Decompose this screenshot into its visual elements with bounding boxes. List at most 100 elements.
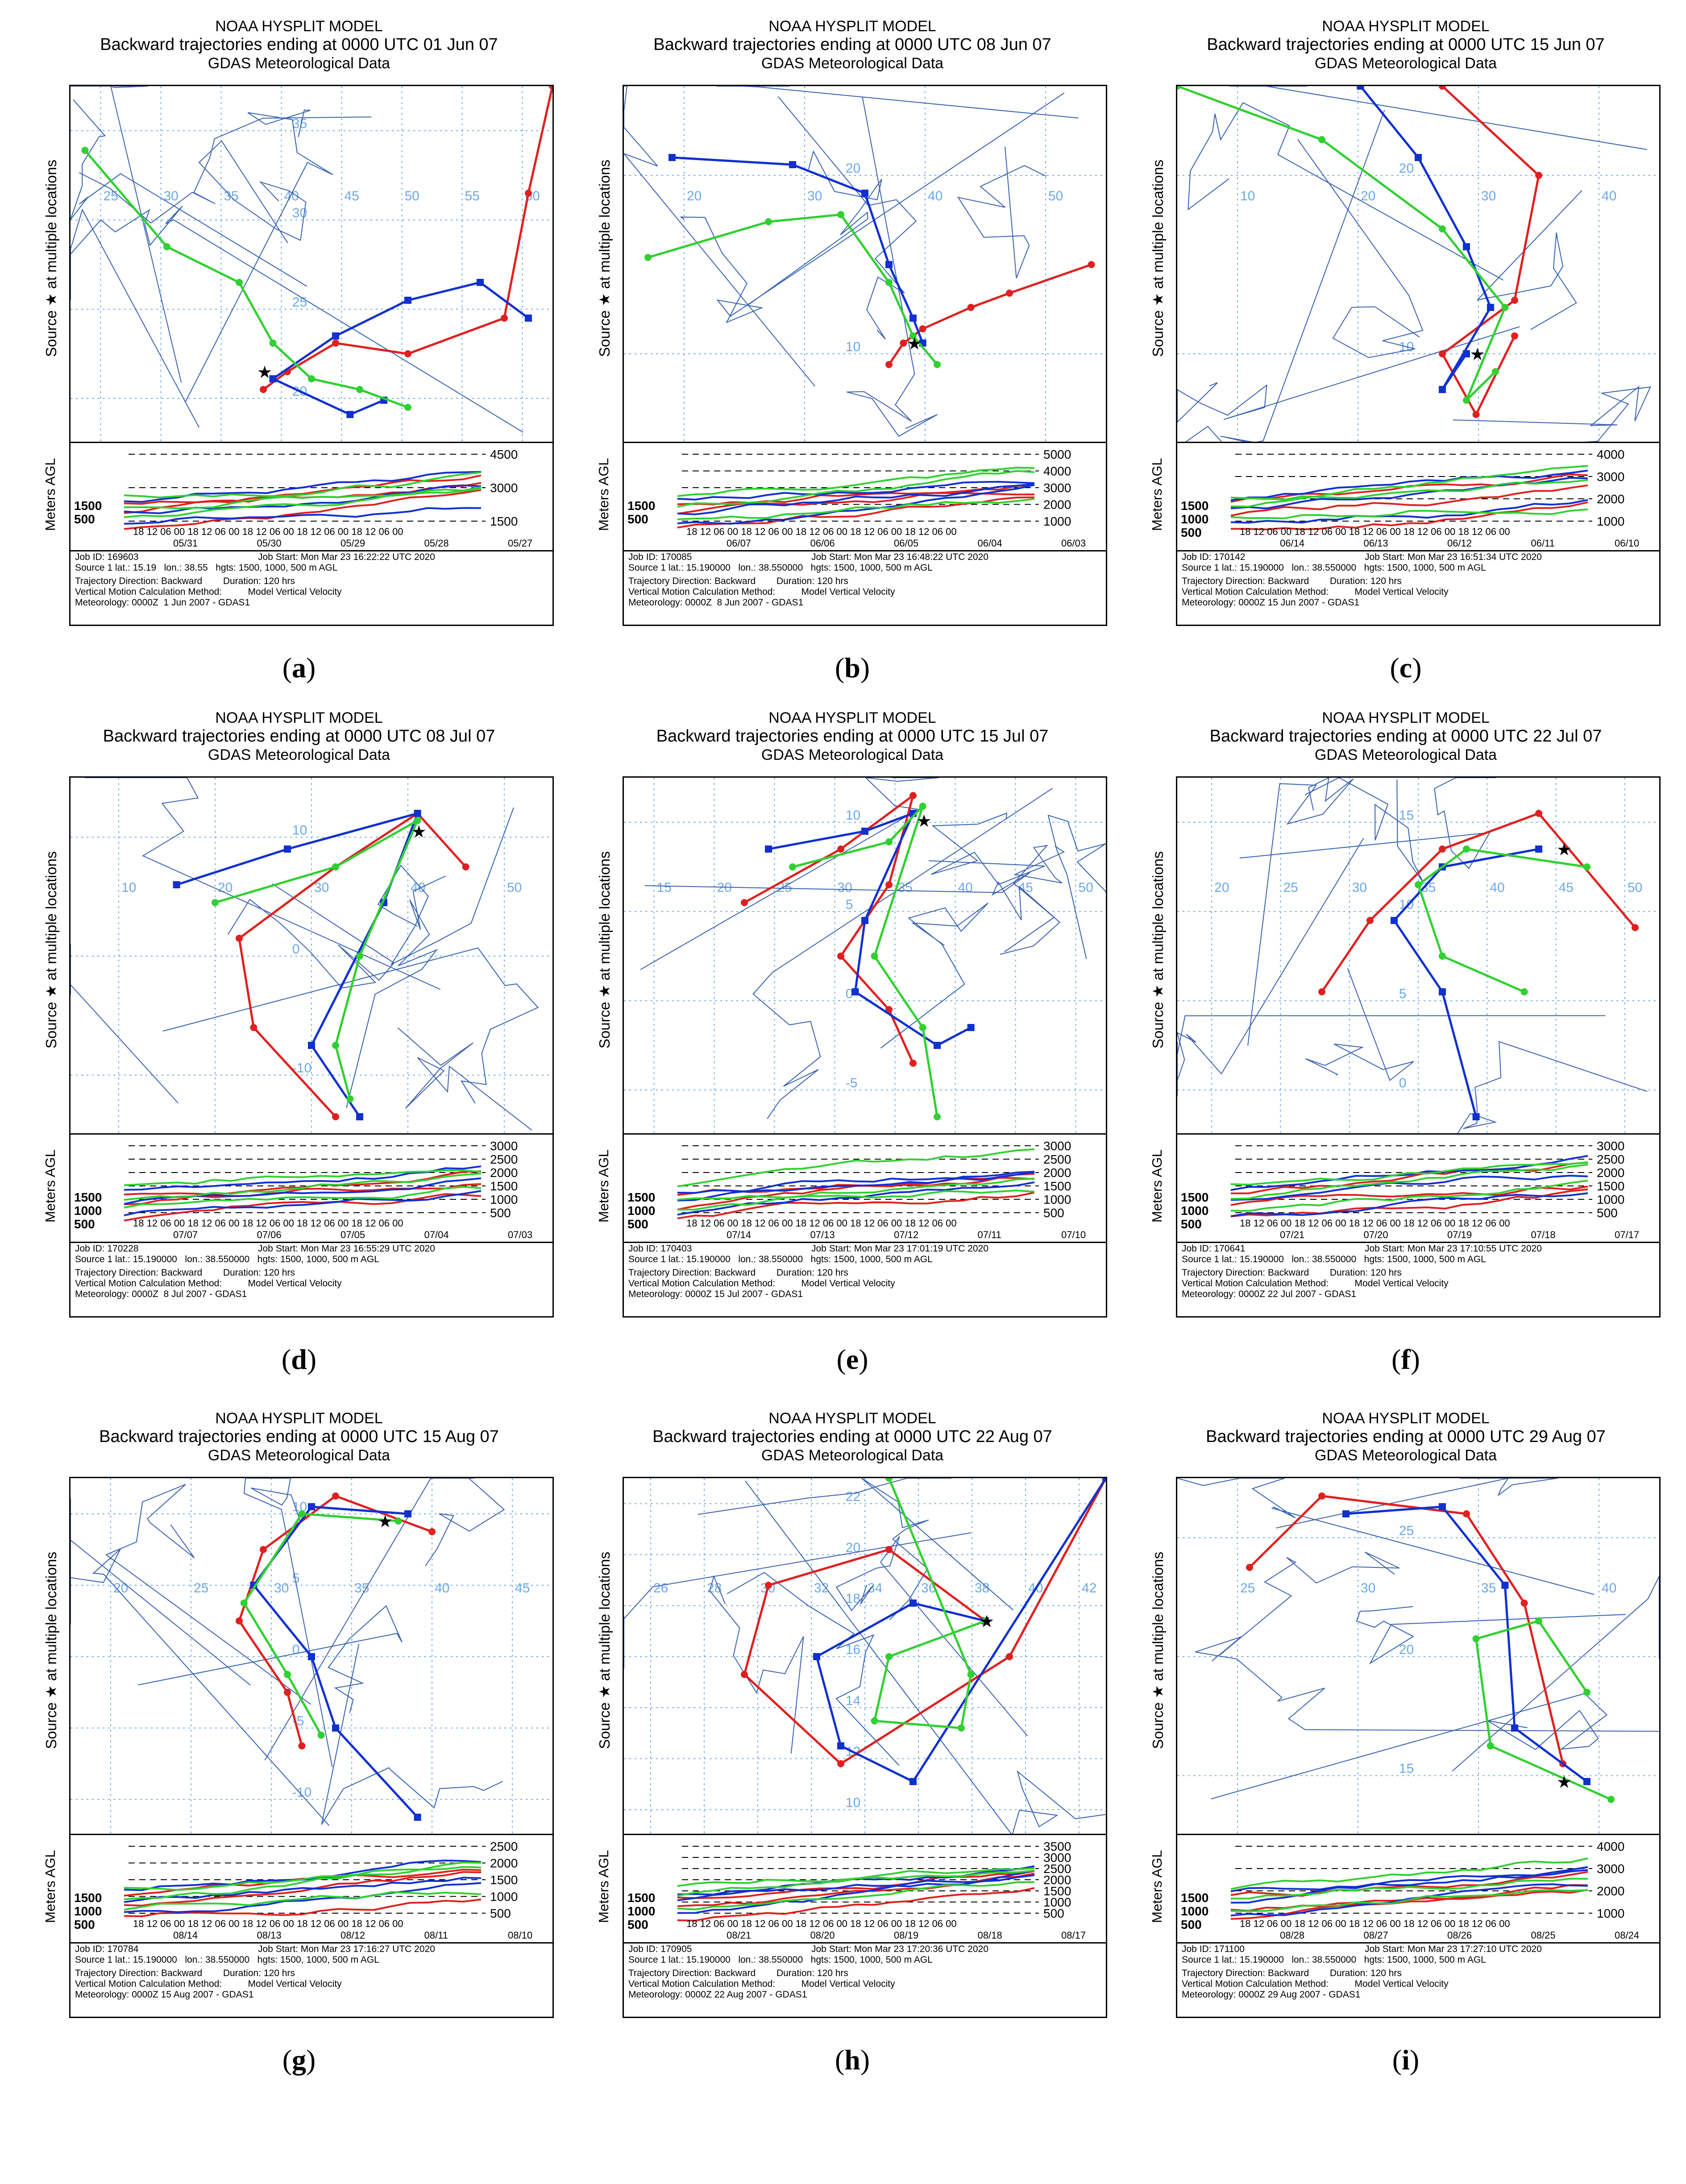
coastline — [745, 1480, 1106, 1835]
country-border — [71, 86, 182, 383]
source-star-icon: ★ — [378, 1513, 393, 1531]
coastline — [71, 206, 523, 433]
panel-title2: Backward trajectories ending at 0000 UTC… — [1206, 1427, 1606, 1446]
panel-title1: NOAA HYSPLIT MODEL — [768, 18, 936, 35]
trajectory-map: 20 25 30 35 40 45 10 5 0 -5 -10 ★ — [69, 1477, 554, 1836]
trajectory-marker-green — [356, 953, 363, 960]
coastline — [1177, 1478, 1595, 1595]
altitude-trace-blue — [677, 1874, 1035, 1896]
panel-h: NOAA HYSPLIT MODEL Backward trajectories … — [596, 1410, 1109, 2079]
panel-caption: (i) — [1392, 2044, 1420, 2076]
altitude-axis-label: Meters AGL — [596, 1149, 611, 1223]
panel-caption: (e) — [836, 1343, 868, 1375]
trajectory-marker-green — [644, 254, 652, 261]
trajectory-marker-green — [885, 1478, 893, 1482]
source-axis-label: Source ★ at multiple locations — [43, 1551, 59, 1749]
panel-caption: (h) — [835, 2044, 870, 2076]
longitude-label: 10 — [121, 880, 136, 895]
altitude-tick-label: 3000 — [1043, 1139, 1071, 1153]
coastline — [378, 807, 514, 966]
altitude-tick-label: 2500 — [490, 1152, 518, 1166]
trajectory-marker-red — [1439, 350, 1446, 357]
job-id: Job ID: 170085 — [628, 552, 692, 562]
map-canvas: 20 30 40 50 20 10 ★ — [624, 86, 1106, 443]
panel-title2: Backward trajectories ending at 0000 UTC… — [99, 1427, 499, 1446]
country-border — [1177, 837, 1364, 1096]
latitude-label: 0 — [292, 942, 300, 957]
job-id: Job ID: 170228 — [75, 1243, 139, 1254]
trajectory-marker-blue — [477, 279, 484, 286]
trajectory-map: 20 25 30 35 40 45 50 15 10 5 0 ★ — [1176, 776, 1661, 1136]
trajectory-marker-red — [260, 386, 267, 393]
start-height-label: 1000 — [1181, 1204, 1208, 1218]
trajectory-map: 26283032343638404222201816141210★ — [623, 1477, 1107, 1836]
date-tick-label: 07/04 — [424, 1229, 449, 1240]
trajectory-marker-red — [501, 315, 508, 322]
altitude-trace-green — [677, 1881, 1035, 1910]
source-axis-label: Source ★ at multiple locations — [43, 159, 59, 357]
altitude-trace-green — [677, 1867, 1035, 1887]
altitude-tick-label: 1000 — [1043, 1193, 1071, 1206]
start-height-label: 500 — [1181, 1217, 1202, 1231]
date-tick-label: 08/26 — [1447, 1930, 1472, 1941]
panel-caption: (d) — [281, 1343, 317, 1375]
trajectory-marker-green — [395, 1517, 402, 1525]
trajectory-red — [888, 263, 1092, 365]
altitude-tick-label: 2000 — [1597, 492, 1624, 506]
time-tick-labels: 18 12 06 00 18 12 06 00 18 12 06 00 18 1… — [686, 1218, 957, 1229]
run-info: Job ID: 170228 Job Start: Mon Mar 23 16:5… — [69, 1242, 554, 1318]
country-border — [1453, 385, 1651, 443]
source-star-icon: ★ — [979, 1612, 994, 1631]
trajectory-marker-green — [871, 953, 878, 960]
altitude-trace-blue — [1230, 1174, 1588, 1201]
longitude-label: 40 — [1602, 1581, 1616, 1596]
start-height-label: 1500 — [627, 1190, 655, 1204]
longitude-label: 30 — [838, 880, 852, 895]
panel-title1: NOAA HYSPLIT MODEL — [768, 709, 936, 726]
start-height-label: 1500 — [74, 1190, 102, 1204]
meteorology: Meteorology: 0000Z 1 Jun 2007 - GDAS1 — [75, 597, 250, 608]
trajectory-marker-green — [1501, 304, 1509, 311]
latitude-label: 5 — [846, 897, 853, 912]
trajectory-direction: Trajectory Direction: Backward Duration:… — [628, 1268, 848, 1278]
job-id: Job ID: 170403 — [628, 1243, 692, 1254]
time-tick-labels: 18 12 06 00 18 12 06 00 18 12 06 00 18 1… — [1240, 526, 1510, 537]
trajectory-marker-red — [885, 1546, 893, 1553]
country-border — [1297, 139, 1424, 358]
trajectory-marker-green — [1463, 845, 1470, 853]
longitude-label: 20 — [1361, 189, 1375, 203]
meteorology: Meteorology: 0000Z 8 Jul 2007 - GDAS1 — [75, 1289, 247, 1299]
panel-caption: (c) — [1390, 652, 1422, 684]
coastline — [162, 947, 539, 1104]
altitude-profile: 3000 2500 2000 1500 1000 500 1500 1000 500 18 12 … — [1176, 1133, 1661, 1243]
source-location: Source 1 lat.: 15.190000 lon.: 38.550000… — [1182, 1254, 1486, 1264]
altitude-trace-green — [677, 498, 1035, 520]
country-border — [698, 1478, 951, 1515]
altitude-trace-green — [677, 1148, 1035, 1188]
altitude-trace-green — [124, 1891, 482, 1911]
trajectory-red — [262, 86, 552, 391]
date-tick-label: 06/12 — [1447, 538, 1472, 549]
coastline — [138, 1605, 403, 1713]
trajectory-marker-blue — [909, 1600, 917, 1607]
longitude-label: 30 — [1481, 189, 1496, 203]
date-tick-label: 06/05 — [894, 538, 918, 549]
source-star-icon: ★ — [257, 363, 272, 382]
trajectory-direction: Trajectory Direction: Backward Duration:… — [75, 576, 295, 586]
start-height-label: 1000 — [74, 1904, 102, 1918]
trajectory-marker-blue — [404, 297, 411, 304]
trajectory-marker-red — [909, 792, 917, 799]
start-height-label: 1000 — [1181, 512, 1208, 526]
panel-title1: NOAA HYSPLIT MODEL — [215, 709, 383, 726]
panel-title3: GDAS Meteorological Data — [208, 55, 390, 72]
job-start: Job Start: Mon Mar 23 17:10:55 UTC 2020 — [1365, 1243, 1542, 1254]
altitude-profile: 4000 3000 2000 1000 1500 1000 500 18 12 06 00 1… — [1176, 1834, 1661, 1944]
trajectory-marker-blue — [1439, 1503, 1446, 1510]
time-tick-labels: 18 12 06 00 18 12 06 00 18 12 06 00 18 1… — [133, 526, 403, 537]
coastline — [1188, 102, 1504, 281]
trajectory-marker-green — [1520, 988, 1528, 995]
panel-title-block: NOAA HYSPLIT MODEL Backward trajectories … — [596, 1410, 1109, 1481]
